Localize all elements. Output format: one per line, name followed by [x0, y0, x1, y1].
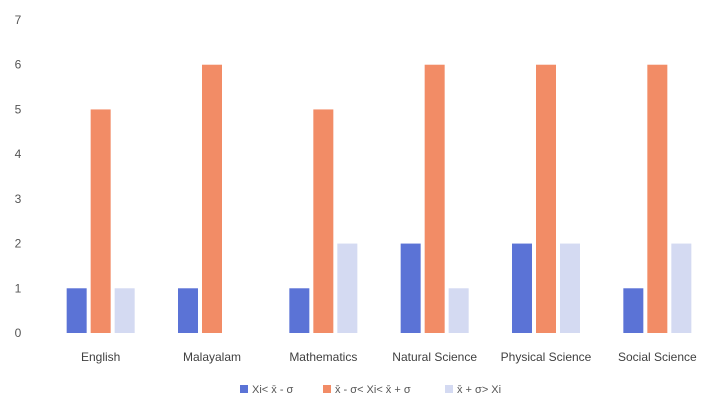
bar [536, 64, 556, 333]
bar [400, 243, 421, 333]
legend-swatch [240, 385, 248, 393]
x-category-label: English [81, 350, 120, 364]
x-category-label: Mathematics [289, 350, 357, 364]
y-tick-label: 6 [15, 58, 22, 72]
bar [623, 288, 644, 333]
y-tick-label: 7 [15, 13, 22, 27]
bar [66, 288, 87, 333]
bar [560, 243, 580, 333]
bar [647, 64, 668, 333]
bar [337, 243, 358, 333]
bar [90, 109, 111, 333]
legend-label: Xi< x̄ - σ [252, 384, 294, 396]
legend: Xi< x̄ - σ x̄ - σ< Xi< x̄ + σ x̄ + σ> Xi [240, 384, 501, 396]
bar [512, 243, 532, 333]
bar [424, 64, 445, 333]
legend-label: x̄ - σ< Xi< x̄ + σ [335, 384, 411, 396]
x-category-label: Malayalam [183, 350, 241, 364]
bar [178, 288, 198, 333]
bars [66, 64, 692, 333]
bar [671, 243, 692, 333]
y-tick-label: 2 [15, 237, 22, 251]
y-axis: 0 1 2 3 4 5 6 7 [15, 13, 22, 340]
x-axis: English Malayalam Mathematics Natural Scien… [81, 350, 697, 364]
y-tick-label: 0 [15, 326, 22, 340]
x-category-label: Natural Science [392, 350, 477, 364]
legend-swatch [445, 385, 453, 393]
x-category-label: Social Science [618, 350, 697, 364]
bar [114, 288, 135, 333]
y-tick-label: 1 [15, 281, 22, 295]
y-tick-label: 5 [15, 102, 22, 116]
legend-label: x̄ + σ> Xi [457, 384, 501, 396]
bar [289, 288, 310, 333]
legend-swatch [323, 385, 331, 393]
bar [202, 64, 222, 333]
y-tick-label: 4 [15, 147, 22, 161]
bar [448, 288, 469, 333]
x-category-label: Physical Science [501, 350, 592, 364]
y-tick-label: 3 [15, 192, 22, 206]
bar [313, 109, 334, 333]
